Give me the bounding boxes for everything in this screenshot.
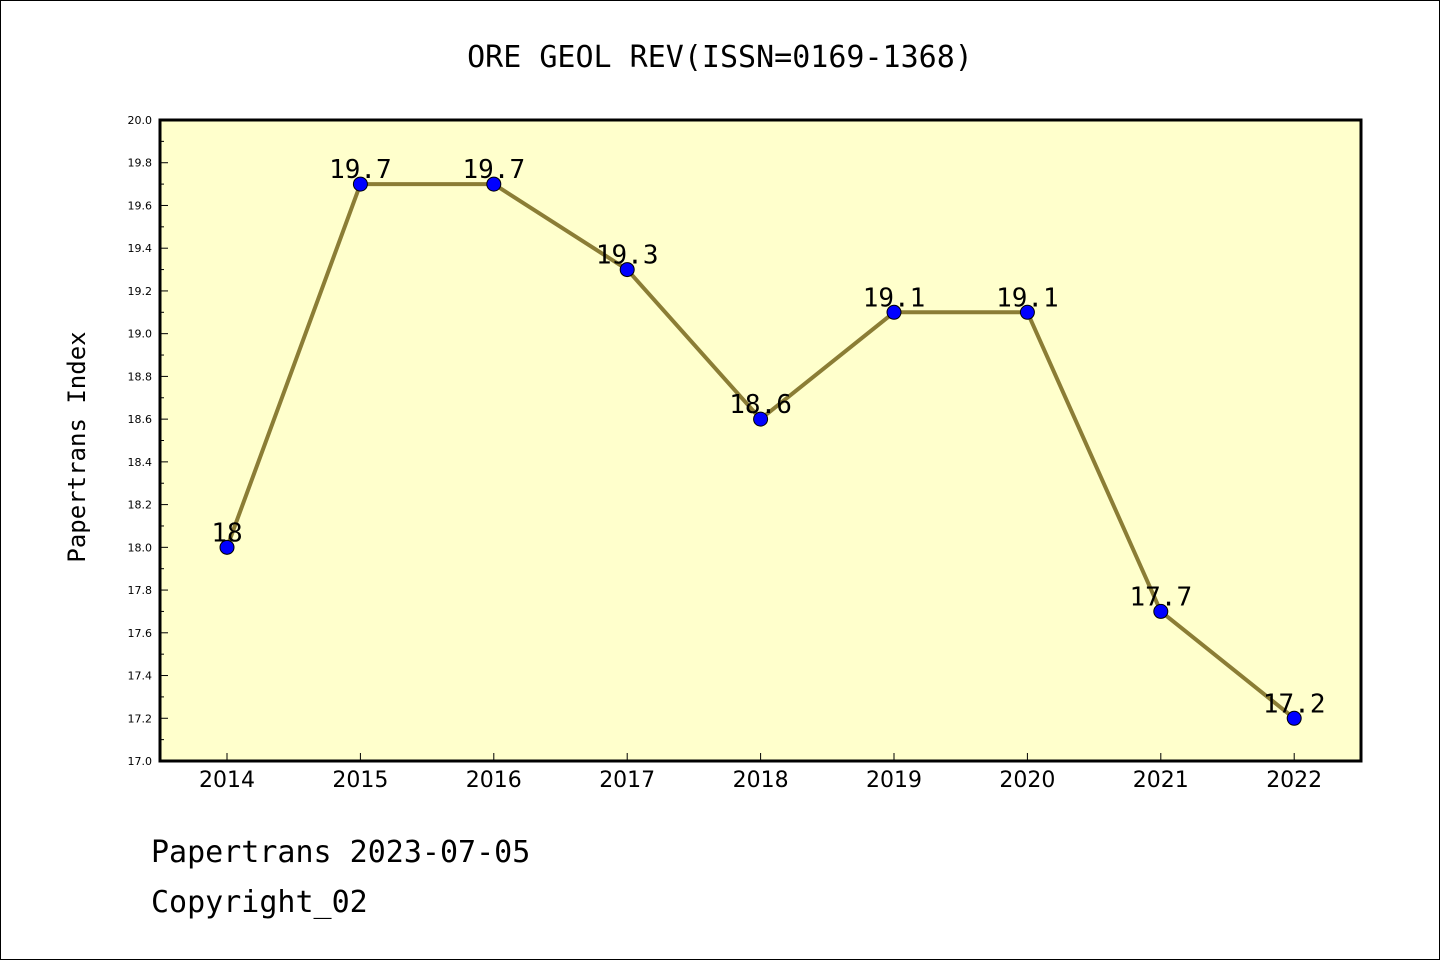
x-tick-label: 2015 [332,768,388,793]
data-label: 19.1 [863,283,926,313]
x-tick-label: 2022 [1266,768,1322,793]
data-point [352,176,368,192]
y-tick-label: 18.8 [128,370,153,383]
data-label: 19.3 [596,241,659,271]
y-axis: 17.0 17.2 17.4 17.6 17.8 18.0 18.2 18.4 18.6 18.8… [128,114,168,768]
data-labels: 18 19.7 19.7 19.3 18.6 19.1 19.1 17.7 17.2 [211,155,1325,719]
x-tick-label: 2019 [866,768,922,793]
data-point [1286,710,1302,726]
y-tick-label: 19.8 [128,157,153,170]
y-tick-label: 17.4 [128,670,153,683]
x-tick-label: 2017 [599,768,655,793]
y-tick-label: 17.6 [128,627,153,640]
plot-frame [158,118,1363,763]
y-tick-label: 17.2 [128,712,153,725]
y-tick-label: 18.2 [128,499,153,512]
x-tick-label: 2021 [1133,768,1189,793]
data-point [219,539,235,555]
chart-title: ORE GEOL REV(ISSN=0169-1368) [467,40,973,75]
data-point [486,176,502,192]
data-point [886,304,902,320]
data-label: 18.6 [729,390,792,420]
y-tick-label: 20.0 [128,114,153,127]
data-label: 19.7 [329,155,392,185]
data-point [619,262,635,278]
x-tick-label: 2016 [466,768,522,793]
y-tick-label: 19.4 [128,242,153,255]
y-tick-label: 19.6 [128,199,153,212]
x-tick-label: 2020 [999,768,1055,793]
data-point [753,411,769,427]
x-tick-label: 2018 [733,768,789,793]
y-tick-label: 19.2 [128,285,153,298]
y-tick-label: 18.6 [128,413,153,426]
x-tick-label: 2014 [199,768,255,793]
data-point [1019,304,1035,320]
data-points [219,176,1302,726]
y-axis-label: Papertrans Index [63,331,91,562]
x-axis: 2014 2015 2016 2017 2018 2019 2020 2021 2022 [199,753,1322,793]
footer-date: Papertrans 2023-07-05 [151,835,531,870]
data-label: 18 [211,518,242,548]
plot-area [160,120,1361,761]
footer-copyright: Copyright_02 [151,885,368,920]
data-label: 17.7 [1129,582,1192,612]
y-tick-label: 17.0 [128,755,153,768]
data-point [1153,603,1169,619]
data-label: 17.2 [1263,689,1326,719]
y-tick-label: 19.0 [128,328,153,341]
y-tick-label: 18.4 [128,456,153,469]
data-label: 19.7 [462,155,525,185]
y-tick-label: 18.0 [128,541,153,554]
y-tick-label: 17.8 [128,584,153,597]
data-label: 19.1 [996,283,1059,313]
